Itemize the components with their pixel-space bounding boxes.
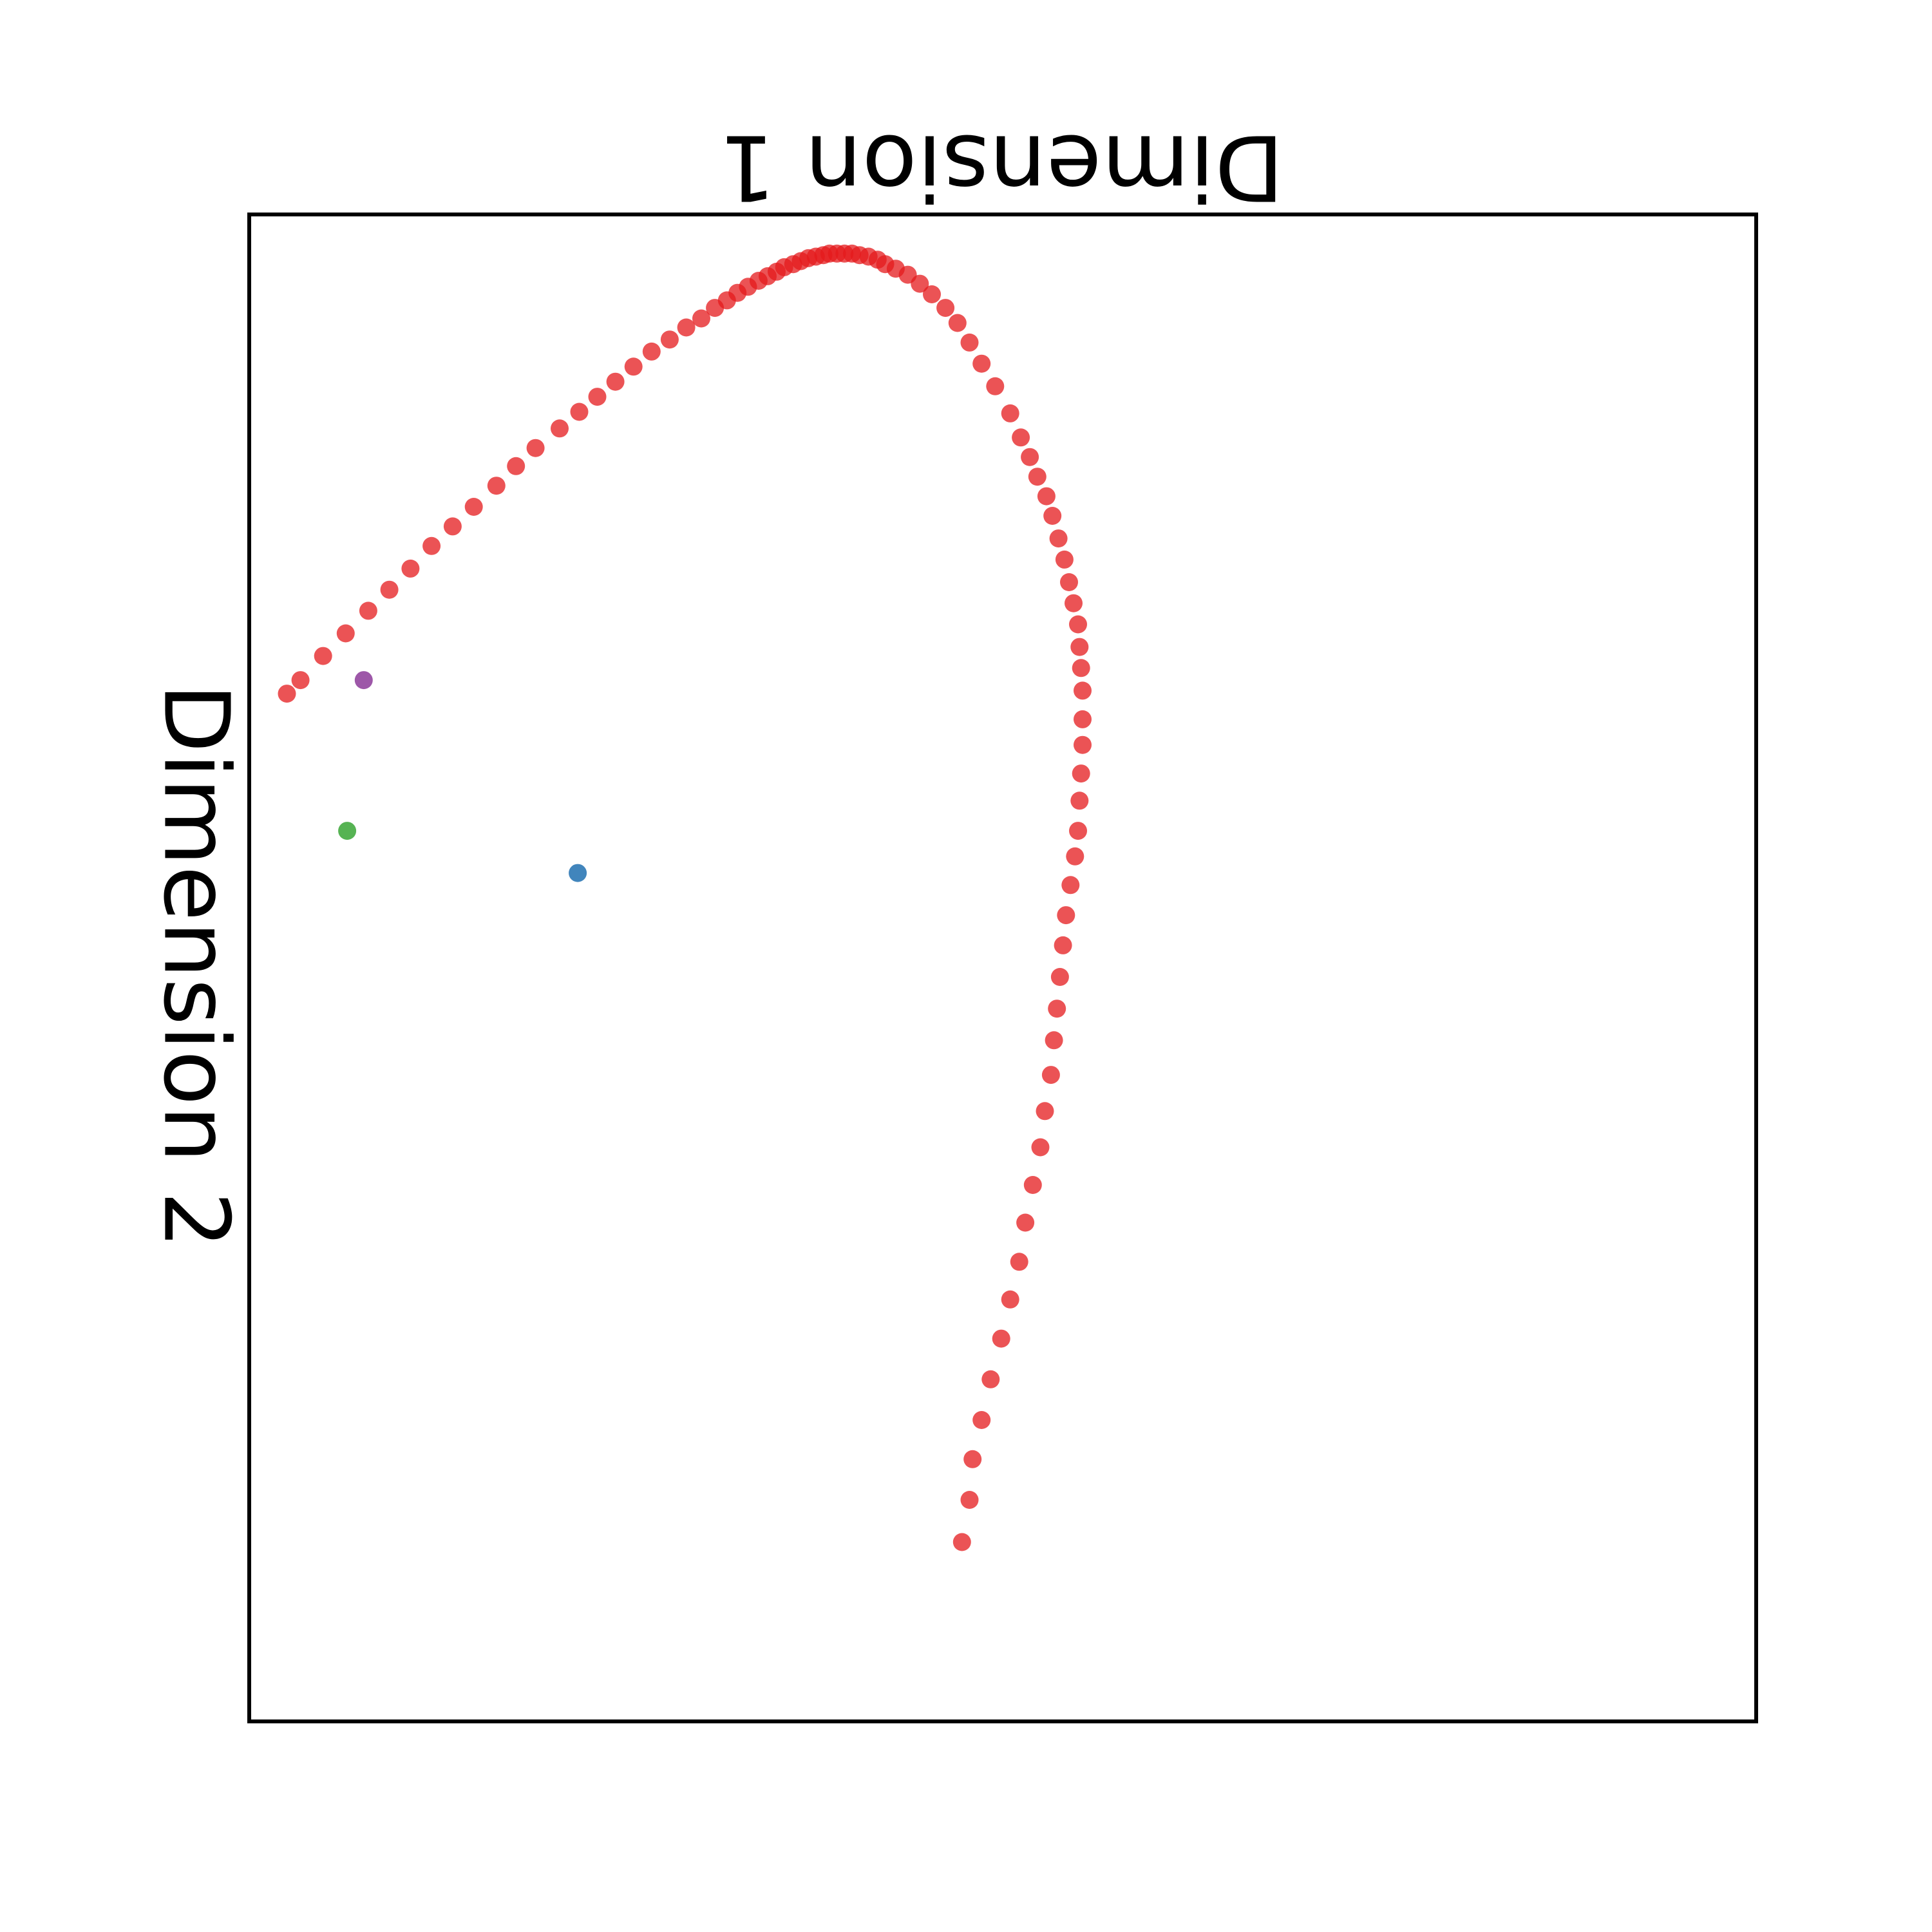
scatter-point — [1069, 822, 1087, 840]
scatter-point — [1055, 550, 1074, 569]
scatter-point — [952, 1533, 971, 1551]
plot-frame — [247, 213, 1758, 1723]
scatter-points — [278, 244, 1092, 1551]
scatter-point — [1041, 1066, 1060, 1084]
scatter-point — [1066, 847, 1084, 866]
scatter-point — [1070, 791, 1089, 810]
scatter-point — [1061, 876, 1080, 895]
scatter-point — [1028, 468, 1046, 486]
scatter-point — [911, 274, 929, 293]
scatter-point — [923, 285, 941, 303]
scatter-point — [1016, 1213, 1035, 1232]
scatter-point — [1074, 710, 1092, 728]
scatter-point — [1037, 487, 1056, 506]
scatter-point — [338, 822, 357, 840]
scatter-point — [1001, 1290, 1019, 1309]
scatter-point — [1070, 638, 1089, 656]
y-axis-label: Dimension 2 — [143, 683, 248, 1249]
scatter-point — [963, 1450, 982, 1468]
scatter-point — [1021, 448, 1039, 466]
scatter-point — [1072, 764, 1090, 783]
scatter-point — [1048, 999, 1066, 1018]
scatter-point — [464, 498, 483, 516]
scatter-point — [291, 671, 310, 690]
scatter-point — [624, 357, 643, 376]
scatter-point — [1057, 906, 1075, 925]
scatter-point — [936, 299, 955, 317]
scatter-point — [1074, 681, 1092, 700]
scatter-point — [981, 1370, 1000, 1388]
scatter-point — [1074, 735, 1092, 754]
scatter-point — [1023, 1176, 1042, 1194]
scatter-point — [278, 685, 296, 703]
scatter-point — [507, 457, 526, 475]
scatter-point — [380, 580, 399, 599]
scatter-point — [960, 1491, 979, 1509]
scatter-point — [1036, 1102, 1054, 1121]
scatter-point — [1045, 1031, 1063, 1050]
scatter-point — [354, 671, 373, 690]
scatter-point — [986, 377, 1005, 395]
x-axis-label: Dimension 1 — [719, 114, 1284, 219]
scatter-point — [526, 439, 545, 457]
scatter-point — [1001, 404, 1019, 422]
scatter-point — [1010, 1253, 1028, 1271]
scatter-point — [1060, 573, 1078, 591]
scatter-point — [1031, 1138, 1050, 1157]
scatter-point — [642, 342, 661, 361]
scatter-point — [588, 388, 607, 406]
scatter-point — [359, 601, 377, 620]
scatter-point — [1069, 615, 1087, 634]
scatter-point — [1043, 507, 1062, 525]
scatter-point — [1054, 936, 1072, 954]
scatter-point — [487, 477, 506, 495]
scatter-point — [422, 536, 441, 555]
scatter-point — [1072, 659, 1090, 677]
scatter-point — [443, 517, 462, 536]
scatter-point — [677, 318, 696, 337]
scatter-point — [1049, 529, 1068, 548]
scatter-point — [569, 864, 587, 882]
scatter-point — [401, 559, 420, 578]
scatter-point — [692, 309, 710, 328]
scatter-point — [336, 624, 355, 643]
scatter-point — [314, 647, 332, 665]
scatter-point — [948, 314, 967, 332]
scatter-point — [551, 419, 569, 438]
scatter-point — [606, 372, 625, 391]
scatter-point — [992, 1329, 1010, 1348]
scatter-point — [1065, 594, 1083, 612]
scatter-point — [972, 354, 991, 373]
scatter-point — [660, 330, 679, 349]
scatter-point — [960, 333, 979, 352]
scatter-point — [570, 402, 589, 421]
scatter-point — [1012, 428, 1030, 447]
scatter-point — [1050, 968, 1069, 986]
scatter-point — [972, 1411, 991, 1429]
